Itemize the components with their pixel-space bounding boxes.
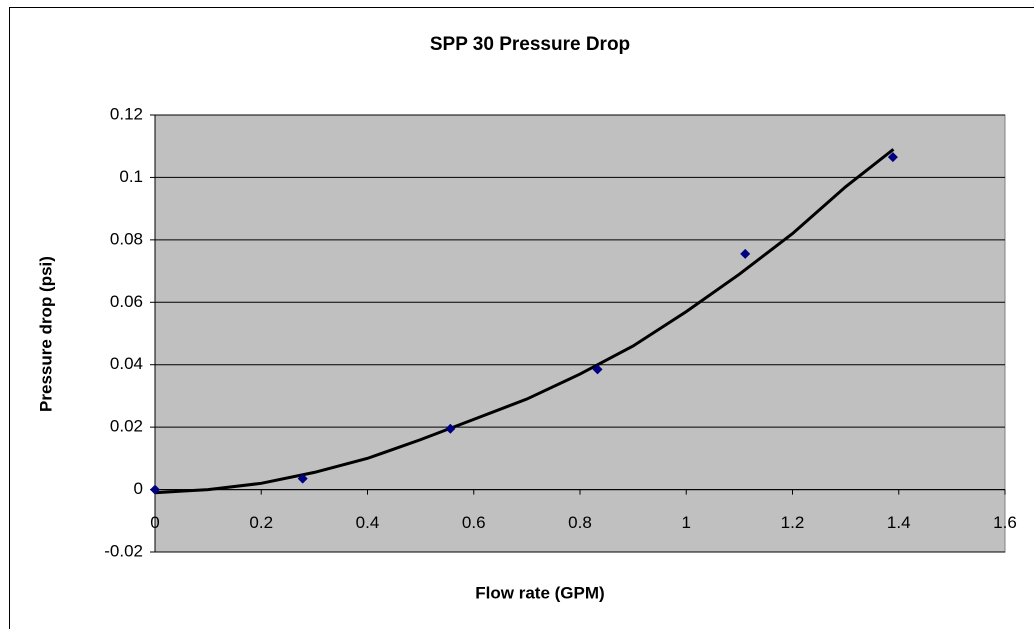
y-tick-label: 0.08	[110, 229, 143, 248]
trendline	[154, 148, 895, 495]
x-axis-title: Flow rate (GPM)	[475, 583, 604, 602]
x-tick-label: 1.2	[781, 513, 805, 532]
x-tick-label: 0.8	[568, 513, 592, 532]
x-tick-label: 1	[682, 513, 691, 532]
y-tick-label: 0.06	[110, 292, 143, 311]
data-point	[445, 423, 456, 434]
y-tick-label: 0.04	[110, 354, 143, 373]
y-tick-label: -0.02	[104, 541, 143, 560]
y-axis-title: Pressure drop (psi)	[36, 256, 55, 412]
data-point	[297, 473, 308, 484]
data-point	[150, 484, 160, 495]
data-point	[592, 364, 603, 375]
x-tick-label: 1.6	[993, 513, 1017, 532]
y-tick-label: 0.12	[110, 104, 143, 123]
x-tick-label: 1.4	[887, 513, 911, 532]
x-tick-label: 0.2	[249, 513, 273, 532]
chart-title: SPP 30 Pressure Drop	[430, 34, 630, 55]
data-point	[887, 152, 898, 163]
y-tick-label: 0.02	[110, 417, 143, 436]
x-tick-label: 0	[150, 513, 159, 532]
y-tick-label: 0.1	[119, 167, 143, 186]
x-tick-label: 0.4	[356, 513, 380, 532]
y-tick-label: 0	[134, 479, 143, 498]
data-point	[740, 248, 751, 259]
plot-area	[154, 114, 1006, 553]
x-tick-label: 0.6	[462, 513, 486, 532]
